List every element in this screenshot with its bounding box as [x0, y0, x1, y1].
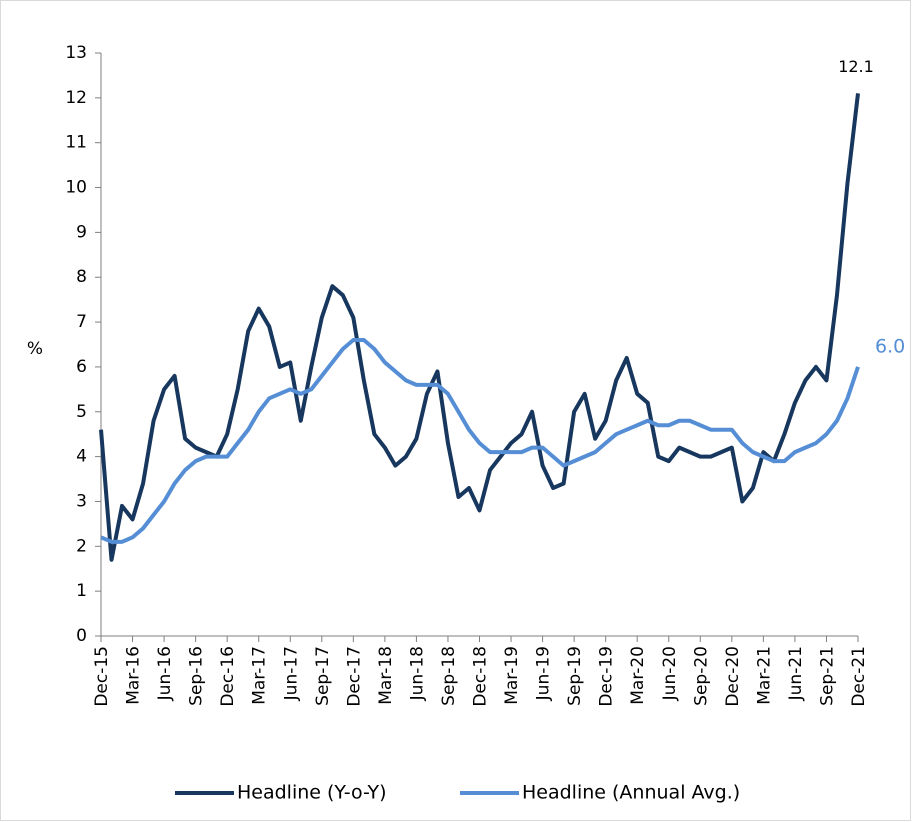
x-tick-label: Jun-20 [660, 646, 680, 701]
x-tick-label: Sep-18 [439, 646, 459, 706]
x-tick-label: Sep-20 [691, 646, 711, 706]
x-tick-label: Dec-18 [471, 646, 491, 707]
y-tick-label: 12 [65, 88, 87, 108]
legend-label: Headline (Y-o-Y) [237, 782, 387, 804]
x-tick-label: Dec-15 [92, 646, 112, 707]
x-tick-label: Sep-21 [817, 646, 837, 706]
x-tick-label: Mar-19 [502, 646, 522, 705]
line-series [100, 338, 860, 544]
y-tick-label: 7 [76, 312, 87, 332]
x-tick-label: Jun-18 [407, 646, 427, 701]
x-tick-label: Mar-20 [628, 646, 648, 705]
x-tick-label: Jun-19 [534, 646, 554, 701]
x-tick-label: Dec-16 [218, 646, 238, 707]
x-tick-label: Dec-17 [344, 646, 364, 707]
x-tick-label: Sep-17 [313, 646, 333, 706]
x-tick-label: Jun-21 [786, 646, 806, 701]
y-tick-label: 1 [76, 581, 87, 601]
y-tick-label: 11 [65, 133, 87, 153]
x-tick-label: Mar-17 [250, 646, 270, 705]
y-tick-label: 5 [76, 402, 87, 422]
y-tick-label: 3 [76, 491, 87, 511]
x-tick-label: Dec-19 [597, 646, 617, 707]
y-tick-label: 0 [76, 626, 87, 646]
y-tick-label: 9 [76, 222, 87, 242]
data-label: 12.1 [838, 57, 874, 76]
y-tick-label: 13 [65, 43, 87, 63]
x-tick-label: Mar-16 [124, 646, 144, 705]
y-tick-label: 10 [65, 178, 87, 198]
legend-label: Headline (Annual Avg.) [522, 782, 740, 804]
x-tick-label: Dec-21 [849, 646, 869, 707]
x-tick-label: Jun-16 [155, 646, 175, 701]
x-tick-label: Jun-17 [281, 646, 301, 701]
y-tick-label: 2 [76, 536, 87, 556]
x-tick-label: Dec-20 [723, 646, 743, 707]
y-axis-label: % [27, 339, 43, 359]
line-series [99, 93, 860, 562]
x-tick-label: Mar-21 [754, 646, 774, 705]
data-label: 6.0 [875, 335, 905, 357]
x-tick-label: Sep-19 [565, 646, 585, 706]
x-tick-label: Sep-16 [187, 646, 207, 706]
y-tick-label: 4 [76, 447, 87, 467]
y-tick-label: 8 [76, 267, 87, 287]
y-tick-label: 6 [76, 357, 87, 377]
x-tick-label: Mar-18 [376, 646, 396, 705]
